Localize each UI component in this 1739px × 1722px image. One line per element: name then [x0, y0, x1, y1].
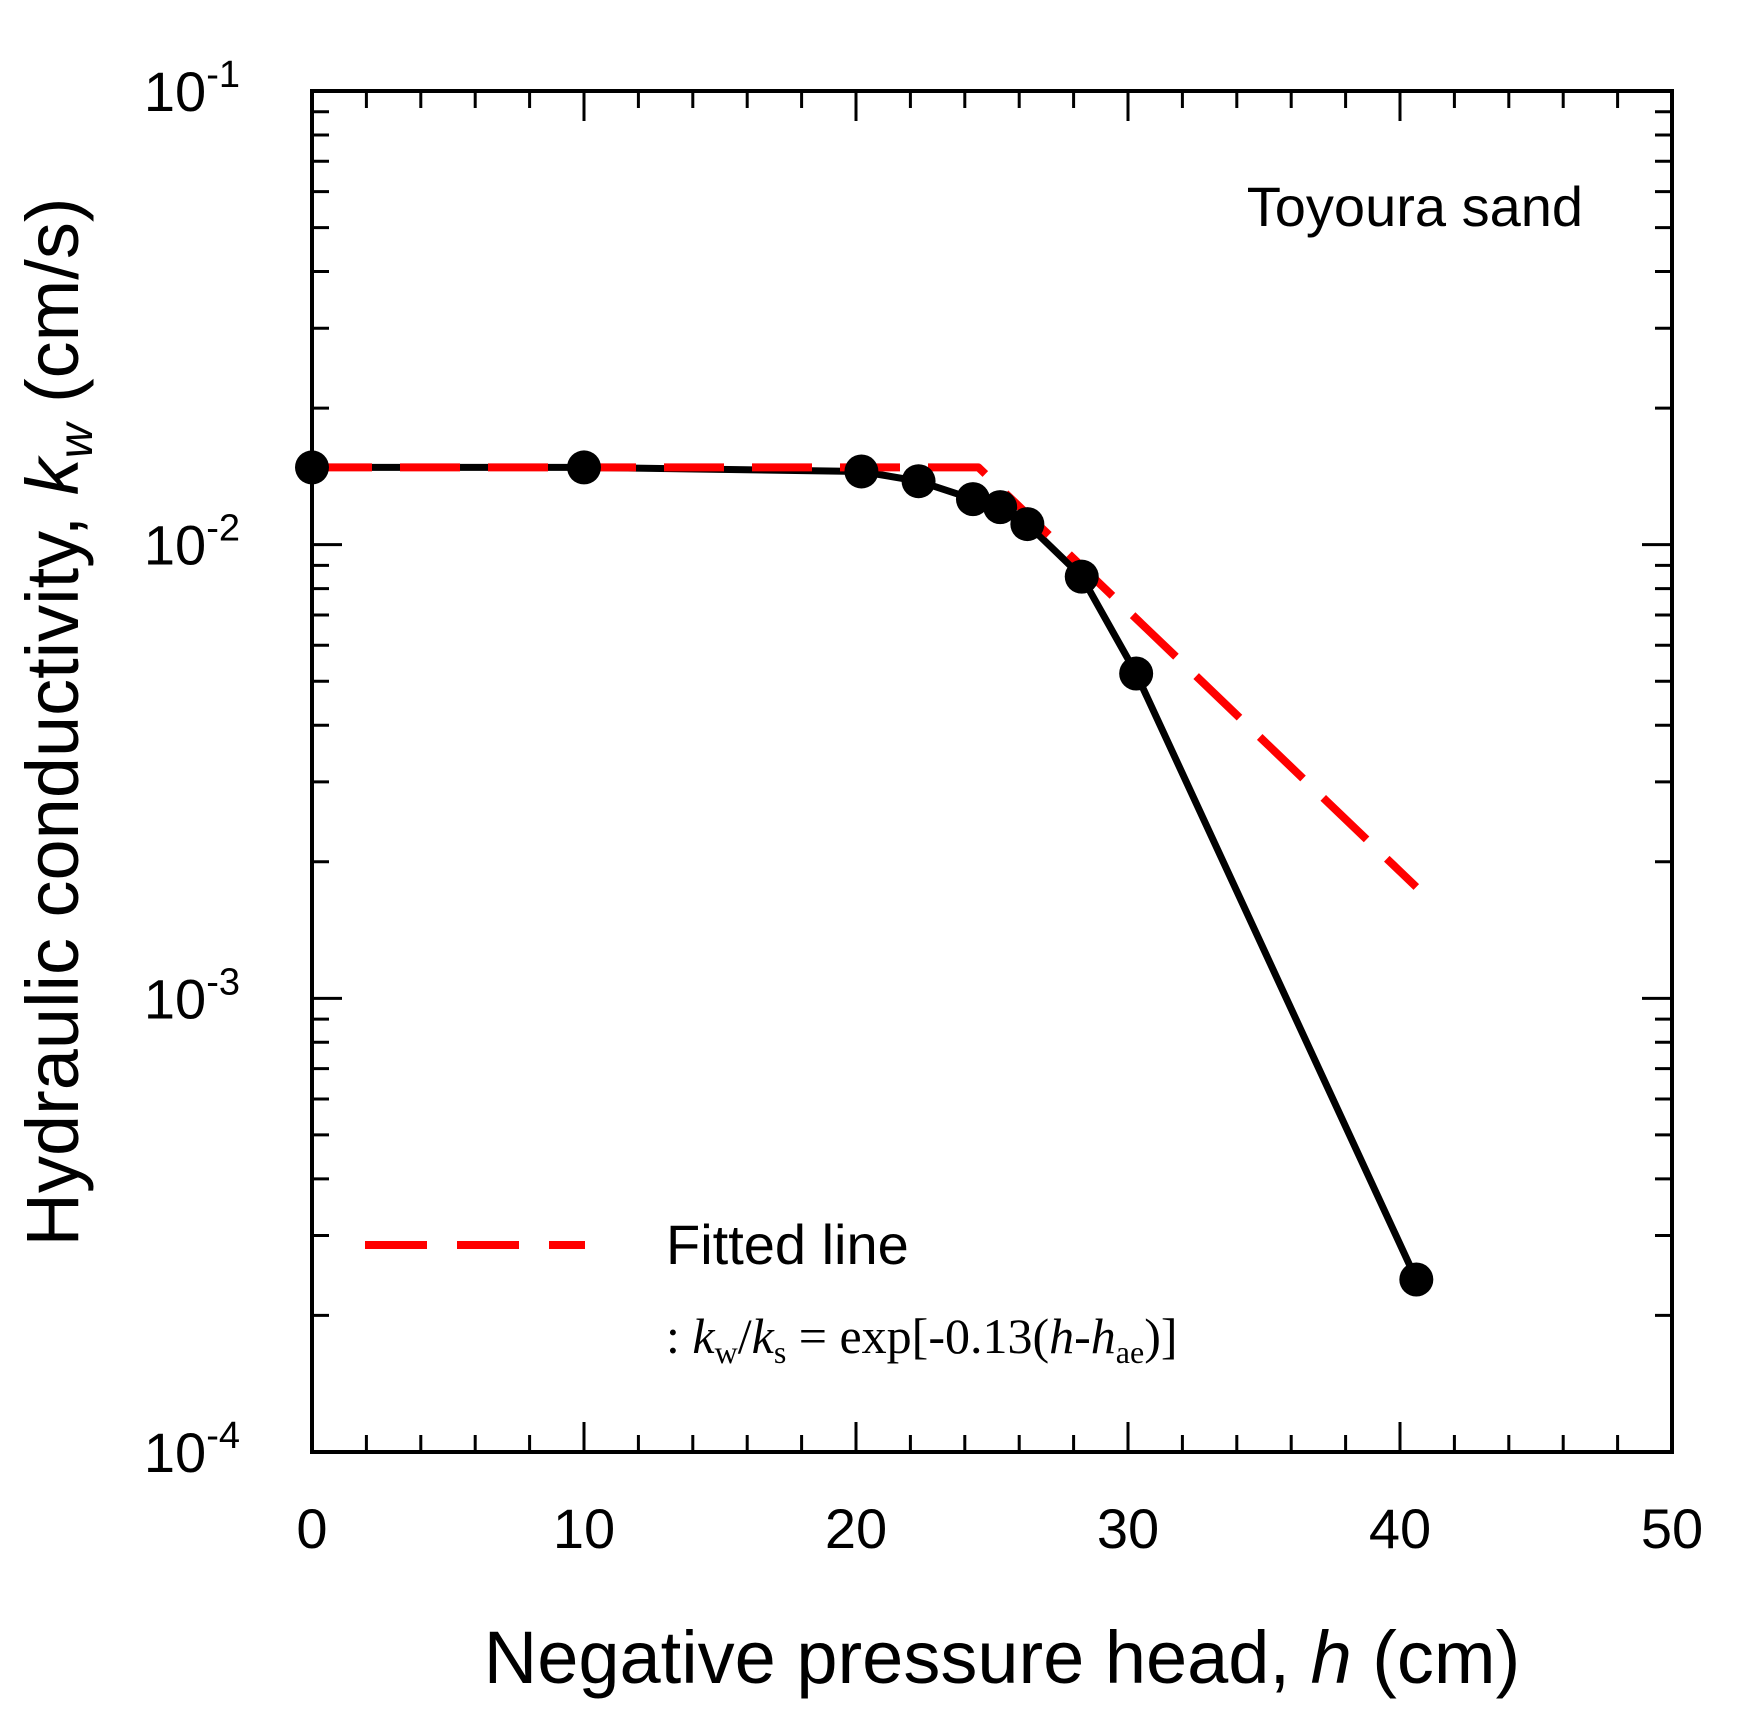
data-series — [295, 450, 1434, 1297]
measured-point — [1064, 559, 1099, 594]
x-tick-label: 50 — [1641, 1497, 1703, 1560]
measured-point — [1010, 507, 1045, 542]
y-tick-label: 10-4 — [144, 1415, 240, 1484]
legend-equation: : kw/ks = exp[-0.13(h-hae)] — [666, 1308, 1178, 1370]
measured-point — [1399, 1262, 1434, 1297]
measured-point — [955, 482, 990, 517]
measured-point — [983, 490, 1018, 525]
x-axis-title: Negative pressure head, h (cm) — [484, 1616, 1520, 1699]
y-tick-labels: 10-1 10-2 10-3 10-4 — [144, 54, 240, 1484]
plot-frame — [310, 89, 1674, 1454]
y-tick-label: 10-3 — [144, 961, 240, 1030]
x-tick-labels: 0 10 20 30 40 50 — [296, 1497, 1703, 1560]
x-tick-label: 20 — [825, 1497, 887, 1560]
legend: Fitted line : kw/ks = exp[-0.13(h-hae)] — [365, 1213, 1178, 1370]
x-tick-label: 40 — [1369, 1497, 1431, 1560]
y-tick-label: 10-1 — [144, 54, 240, 123]
measured-point — [844, 454, 879, 489]
fitted-line — [312, 463, 1420, 890]
x-tick-label: 10 — [553, 1497, 615, 1560]
x-tick-label: 30 — [1097, 1497, 1159, 1560]
annotation-label: Toyoura sand — [1247, 175, 1583, 238]
axis-ticks — [310, 91, 1674, 1454]
legend-label: Fitted line — [666, 1213, 909, 1276]
measured-line — [312, 463, 1420, 1281]
x-tick-label: 0 — [296, 1497, 327, 1560]
measured-point — [567, 450, 601, 485]
y-tick-label: 10-2 — [144, 508, 240, 577]
y-axis-title: Hydraulic conductivity, kw (cm/s) — [11, 198, 103, 1247]
measured-point — [1119, 656, 1154, 691]
measured-point — [901, 464, 936, 499]
